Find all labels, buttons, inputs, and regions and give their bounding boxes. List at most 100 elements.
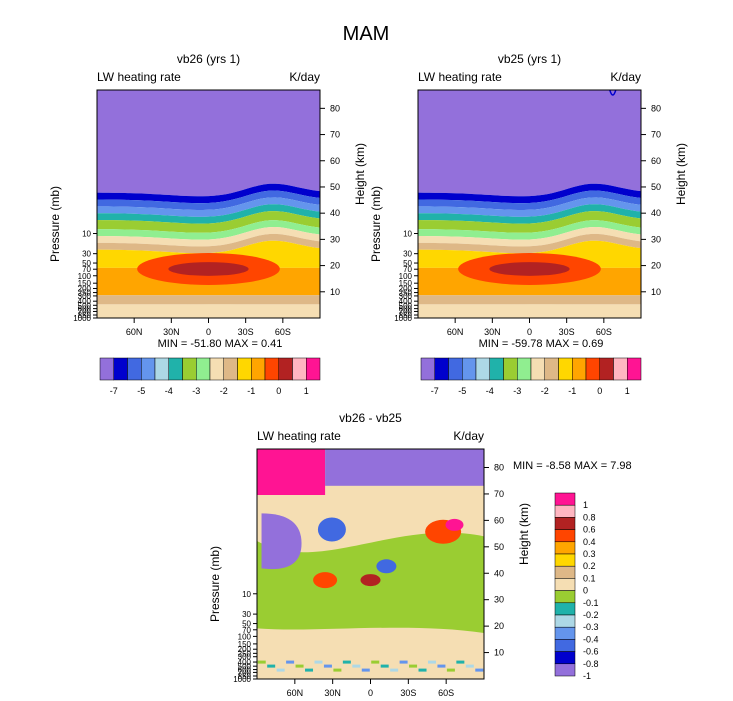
colorbar-label: -1 xyxy=(583,671,591,681)
height-tick-label: 10 xyxy=(494,648,504,658)
chart-subtitle-left: LW heating rate xyxy=(97,70,181,84)
colorbar: -7 -5 -4 -3 -2 -1 0 1 xyxy=(420,357,642,396)
pressure-tick-label: 1000 xyxy=(233,675,251,684)
contour-band xyxy=(286,660,295,664)
contour-band xyxy=(484,304,597,312)
height-tick-label: 20 xyxy=(494,621,504,631)
pressure-tick-label: 400 xyxy=(78,297,92,306)
x-tick-label: 60S xyxy=(275,327,291,337)
pressure-tick-label: 70 xyxy=(82,265,91,274)
colorbar-swatch xyxy=(613,357,628,381)
pressure-tick-label: 200 xyxy=(399,284,413,293)
x-tick-label: 30S xyxy=(238,327,254,337)
pressure-tick-label: 500 xyxy=(238,662,252,671)
colorbar-swatch xyxy=(554,590,576,604)
colorbar-swatch xyxy=(627,357,642,381)
height-tick-label: 50 xyxy=(330,182,340,192)
pressure-tick-label: 150 xyxy=(399,279,413,288)
pressure-tick-label: 100 xyxy=(399,272,413,281)
colorbar-swatch xyxy=(420,357,435,381)
pressure-tick-label: 70 xyxy=(403,265,412,274)
contour-band xyxy=(445,518,464,531)
height-tick-label: 30 xyxy=(494,595,504,605)
contour-band xyxy=(323,664,332,668)
colorbar-swatch xyxy=(554,578,576,591)
contour-band xyxy=(418,197,641,217)
height-tick-label: 50 xyxy=(494,542,504,552)
contour-band xyxy=(418,211,641,233)
height-tick-label: 10 xyxy=(330,287,340,297)
height-tick-label: 60 xyxy=(651,156,661,166)
pressure-tick-label: 100 xyxy=(78,272,92,281)
y-axis-label-left: Pressure (mb) xyxy=(369,186,383,262)
contour-band xyxy=(342,660,351,664)
pressure-tick-label: 100 xyxy=(238,632,252,641)
colorbar-swatch xyxy=(530,357,545,381)
colorbar-label: -5 xyxy=(458,386,466,396)
x-tick-label: 30N xyxy=(324,688,341,698)
pressure-tick-label: 250 xyxy=(238,649,252,658)
colorbar-label: 0.1 xyxy=(583,573,596,583)
colorbar-swatch xyxy=(585,357,600,381)
colorbar-label: 0 xyxy=(597,386,602,396)
pressure-tick-label: 600 xyxy=(399,305,413,314)
colorbar-swatch xyxy=(503,357,518,381)
height-tick-label: 80 xyxy=(494,463,504,473)
pressure-tick-label: 50 xyxy=(403,259,412,268)
contour-band xyxy=(371,660,380,664)
colorbar-swatch xyxy=(278,357,293,381)
x-tick-label: 30S xyxy=(559,327,575,337)
contour-band xyxy=(261,513,302,570)
height-tick-label: 40 xyxy=(494,568,504,578)
min-max-label: MIN = -59.78 MAX = 0.69 xyxy=(479,338,604,350)
contour-band xyxy=(97,90,320,197)
contour-band xyxy=(97,211,320,233)
contour-band xyxy=(97,183,320,204)
chart-title: vb26 - vb25 xyxy=(339,411,402,425)
y-axis-label-right: Height (km) xyxy=(517,503,531,565)
pressure-tick-label: 850 xyxy=(238,672,252,681)
colorbar-swatch xyxy=(168,357,183,381)
height-tick-label: 20 xyxy=(330,261,340,271)
colorbar-label: -7 xyxy=(110,386,118,396)
contour-band xyxy=(376,559,397,574)
colorbar-label: -1 xyxy=(568,386,576,396)
pressure-tick-label: 30 xyxy=(403,250,412,259)
colorbar-label: 1 xyxy=(304,386,309,396)
colorbar-swatch xyxy=(554,651,576,665)
chart-panel-2: vb25 (yrs 1) LW heating rate K/day 60N 30N 0 3… xyxy=(369,52,688,396)
colorbar-label: -4 xyxy=(486,386,494,396)
contour-band xyxy=(390,668,399,672)
colorbar-swatch xyxy=(127,357,142,381)
contour-band xyxy=(97,190,320,210)
colorbar-swatch xyxy=(113,357,128,381)
height-tick-label: 30 xyxy=(651,234,661,244)
contour-band xyxy=(465,664,474,668)
chart-title: vb25 (yrs 1) xyxy=(498,52,561,66)
colorbar-label: -0.3 xyxy=(583,622,599,632)
colorbar-swatch xyxy=(554,626,576,640)
x-tick-label: 60S xyxy=(596,327,612,337)
height-tick-label: 70 xyxy=(494,489,504,499)
pressure-tick-label: 200 xyxy=(238,645,252,654)
contour-band xyxy=(475,668,484,672)
contour-band xyxy=(418,220,641,240)
height-tick-label: 50 xyxy=(651,182,661,192)
colorbar-swatch xyxy=(554,492,576,506)
pressure-tick-label: 10 xyxy=(242,590,251,599)
pressure-tick-label: 300 xyxy=(78,292,92,301)
colorbar-label: -0.2 xyxy=(583,610,599,620)
colorbar-swatch xyxy=(306,357,321,381)
contour-band xyxy=(427,660,436,664)
height-tick-label: 60 xyxy=(330,156,340,166)
x-tick-label: 0 xyxy=(368,688,373,698)
pressure-tick-label: 50 xyxy=(82,259,91,268)
colorbar-swatch xyxy=(517,357,532,381)
x-tick-label: 60N xyxy=(447,327,464,337)
contour-band xyxy=(97,295,320,305)
pressure-tick-label: 10 xyxy=(403,230,412,239)
contour-band xyxy=(399,660,408,664)
contour-band xyxy=(276,668,285,672)
chart-subtitle-right: K/day xyxy=(453,429,484,443)
colorbar-label: -3 xyxy=(513,386,521,396)
